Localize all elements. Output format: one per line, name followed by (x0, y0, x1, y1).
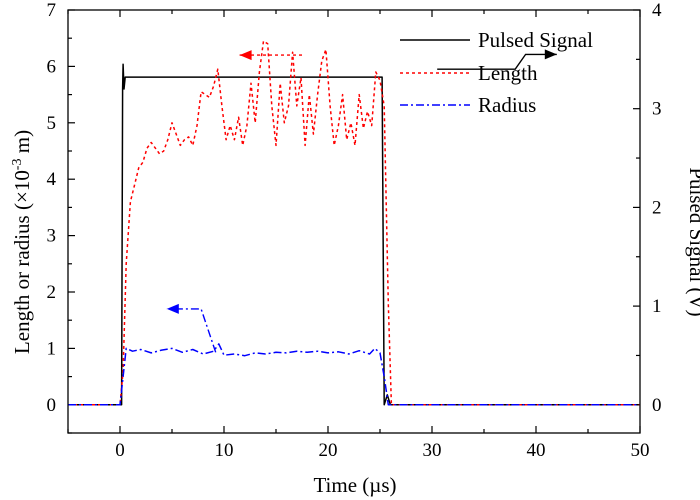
arrow-head-radius (166, 303, 179, 314)
series-line-radius (68, 343, 640, 406)
legend-label-radius: Radius (478, 93, 536, 117)
y-left-axis-title: Length or radius (×10-3 m) (10, 130, 34, 354)
arrow-line-radius (166, 308, 217, 353)
y-left-axis-title-unit: m) (10, 130, 34, 159)
y-right-tick-label: 3 (652, 99, 662, 120)
y-left-tick-label: 4 (47, 169, 57, 190)
y-left-tick-label: 2 (47, 282, 57, 303)
y-left-tick-label: 5 (47, 113, 57, 134)
y-left-tick-label: 1 (47, 338, 57, 359)
y-left-tick-labels: 0 1 2 3 4 5 6 7 (47, 0, 57, 416)
y-left-axis-title-exponent: -3 (10, 159, 25, 171)
x-tick-label: 0 (115, 440, 125, 461)
arrow-line-pulsed-signal (437, 53, 557, 70)
y-left-tick-label: 7 (47, 0, 57, 21)
x-tick-label: 20 (319, 440, 338, 461)
y-left-tick-label: 0 (47, 395, 57, 416)
y-right-tick-labels: 0 1 2 3 4 (652, 0, 662, 416)
x-tick-label: 40 (527, 440, 546, 461)
legend-label-pulsed: Pulsed Signal (478, 28, 593, 52)
y-right-tick-label: 4 (652, 0, 662, 21)
arrow-head-pulsed-signal (544, 49, 557, 60)
arrow-head-length (239, 50, 252, 61)
plot-frame (67, 9, 641, 434)
tick-marks (67, 9, 641, 434)
x-tick-label: 10 (215, 440, 234, 461)
series-lines (68, 40, 640, 406)
y-right-tick-label: 2 (652, 197, 662, 218)
y-right-tick-label: 1 (652, 296, 662, 317)
axis-arrows (166, 49, 557, 353)
legend: Pulsed Signal Length Radius (400, 28, 593, 117)
y-right-axis-title: Pulsed Signal (V) (685, 167, 700, 316)
y-left-tick-label: 6 (47, 56, 57, 77)
x-tick-label: 30 (423, 440, 442, 461)
series-line-length (68, 40, 640, 406)
y-left-tick-label: 3 (47, 226, 57, 247)
series-line-pulsed-signal (68, 63, 640, 406)
y-right-tick-label: 0 (652, 395, 662, 416)
x-tick-label: 50 (631, 440, 650, 461)
legend-label-length: Length (478, 61, 538, 85)
x-axis-title: Time (µs) (313, 473, 396, 497)
y-left-axis-title-main: Length or radius (×10 (10, 170, 34, 354)
x-tick-labels: 0 10 20 30 40 50 (115, 440, 649, 461)
